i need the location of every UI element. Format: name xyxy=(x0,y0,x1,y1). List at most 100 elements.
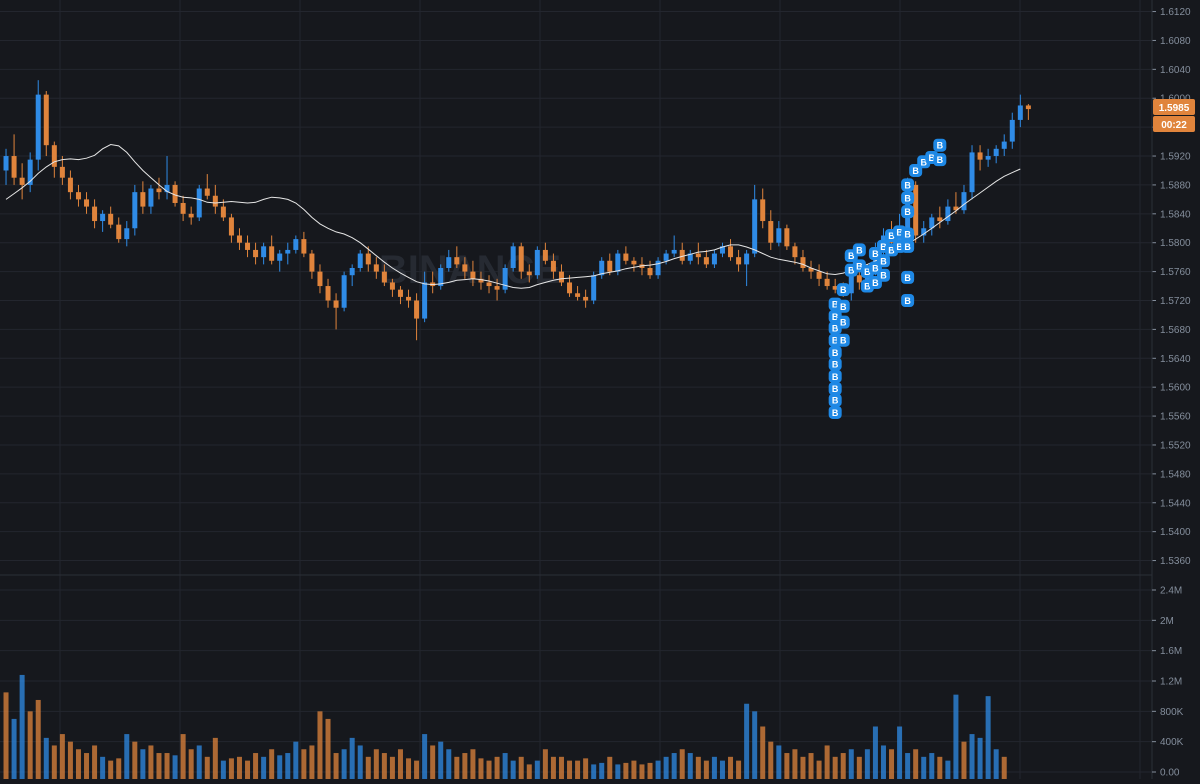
candle[interactable] xyxy=(526,264,532,283)
candle[interactable] xyxy=(188,206,194,225)
candle[interactable] xyxy=(349,264,355,287)
candle[interactable] xyxy=(1009,112,1015,149)
candle[interactable] xyxy=(558,264,564,287)
candle[interactable] xyxy=(293,235,299,254)
candle[interactable] xyxy=(212,184,218,214)
candle[interactable] xyxy=(961,184,967,214)
candle[interactable] xyxy=(534,246,540,279)
candle[interactable] xyxy=(373,257,379,279)
candle[interactable] xyxy=(140,181,146,214)
candle[interactable] xyxy=(438,264,444,290)
candle[interactable] xyxy=(397,286,403,305)
buy-marker[interactable]: B xyxy=(828,393,842,407)
candle[interactable] xyxy=(679,242,685,265)
candle[interactable] xyxy=(100,210,106,232)
candle[interactable] xyxy=(921,221,927,243)
candle[interactable] xyxy=(341,271,347,312)
buy-marker[interactable]: B xyxy=(828,346,842,360)
volume-axis[interactable]: 2.4M 2M 1.6M 1.2M 800K 400K 0.00 xyxy=(1152,586,1184,779)
candle[interactable] xyxy=(550,253,556,279)
candle[interactable] xyxy=(51,141,57,178)
candle[interactable] xyxy=(381,264,387,287)
buy-marker[interactable]: B xyxy=(901,227,915,241)
buy-marker[interactable]: B xyxy=(901,178,915,192)
candle[interactable] xyxy=(148,184,154,214)
candle[interactable] xyxy=(687,249,693,265)
buy-marker[interactable]: B xyxy=(852,243,866,257)
candle[interactable] xyxy=(269,235,275,265)
candle[interactable] xyxy=(969,145,975,200)
candle[interactable] xyxy=(631,257,637,272)
candle[interactable] xyxy=(196,184,202,222)
candle[interactable] xyxy=(365,246,371,272)
candle[interactable] xyxy=(156,177,162,200)
candle[interactable] xyxy=(59,156,65,185)
candle[interactable] xyxy=(583,289,589,308)
candle[interactable] xyxy=(728,239,734,261)
candle[interactable] xyxy=(75,184,81,207)
candle[interactable] xyxy=(695,242,701,265)
candle[interactable] xyxy=(832,278,838,294)
candle[interactable] xyxy=(164,156,170,200)
candle[interactable] xyxy=(67,170,73,200)
candle[interactable] xyxy=(929,213,935,236)
candle[interactable] xyxy=(736,249,742,272)
candle[interactable] xyxy=(35,80,41,171)
candle[interactable] xyxy=(108,206,114,229)
candle[interactable] xyxy=(3,148,9,185)
candle[interactable] xyxy=(703,249,709,268)
buy-marker[interactable]: B xyxy=(901,294,915,308)
candle[interactable] xyxy=(446,249,452,272)
candle[interactable] xyxy=(1017,94,1023,128)
buy-marker[interactable]: B xyxy=(836,283,850,297)
candle[interactable] xyxy=(792,242,798,265)
candle[interactable] xyxy=(1001,134,1007,157)
candle[interactable] xyxy=(309,249,315,279)
candle[interactable] xyxy=(599,257,605,279)
candle[interactable] xyxy=(607,253,613,276)
candle[interactable] xyxy=(204,174,210,200)
candle[interactable] xyxy=(19,163,25,200)
candle[interactable] xyxy=(124,221,130,247)
candle[interactable] xyxy=(84,192,90,214)
candle[interactable] xyxy=(132,184,138,236)
candle[interactable] xyxy=(92,199,98,229)
candle[interactable] xyxy=(486,275,492,294)
candle[interactable] xyxy=(11,134,17,185)
candle[interactable] xyxy=(953,192,959,214)
candle[interactable] xyxy=(502,264,508,294)
candle[interactable] xyxy=(301,231,307,258)
buy-marker[interactable]: B xyxy=(836,299,850,313)
candle[interactable] xyxy=(744,249,750,287)
candle[interactable] xyxy=(245,235,251,258)
candle[interactable] xyxy=(236,228,242,250)
buy-marker[interactable]: B xyxy=(828,405,842,419)
candle[interactable] xyxy=(406,289,412,308)
buy-marker[interactable]: B xyxy=(828,357,842,371)
buy-marker[interactable]: B xyxy=(876,268,890,282)
candle[interactable] xyxy=(261,242,267,265)
buy-marker[interactable]: B xyxy=(933,153,947,167)
candles[interactable] xyxy=(3,80,1031,341)
candle[interactable] xyxy=(808,260,814,279)
candle[interactable] xyxy=(422,271,428,323)
candle[interactable] xyxy=(647,260,653,279)
buy-marker[interactable]: B xyxy=(876,254,890,268)
candle[interactable] xyxy=(414,293,420,341)
buy-marker[interactable]: B xyxy=(901,205,915,219)
candle[interactable] xyxy=(623,246,629,265)
candle[interactable] xyxy=(180,195,186,222)
candle[interactable] xyxy=(277,249,283,272)
candle[interactable] xyxy=(985,148,991,167)
buy-marker[interactable]: B xyxy=(828,369,842,383)
candle[interactable] xyxy=(1025,104,1031,120)
candle[interactable] xyxy=(993,145,999,164)
buy-marker[interactable]: B xyxy=(901,191,915,205)
candle[interactable] xyxy=(325,278,331,308)
candle[interactable] xyxy=(220,199,226,222)
candle[interactable] xyxy=(937,206,943,229)
buy-marker[interactable]: B xyxy=(933,138,947,152)
buy-marker[interactable]: B xyxy=(836,315,850,329)
